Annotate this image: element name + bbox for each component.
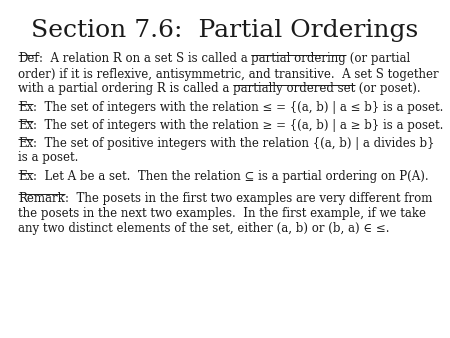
Text: order) if it is reflexive, antisymmetric, and transitive.  A set S together: order) if it is reflexive, antisymmetric… (18, 68, 439, 80)
Text: Ex: Ex (18, 170, 33, 183)
Text: any two distinct elements of the set, either (a, b) or (b, a) ∈ ≤.: any two distinct elements of the set, ei… (18, 222, 390, 235)
Text: with a partial ordering R is called a: with a partial ordering R is called a (18, 82, 233, 95)
Text: :  A relation R on a set S is called a: : A relation R on a set S is called a (39, 52, 251, 65)
Text: Ex: Ex (18, 119, 33, 132)
Text: :  The set of integers with the relation ≤ = {(a, b) | a ≤ b} is a poset.: : The set of integers with the relation … (33, 101, 444, 114)
Text: partially ordered set: partially ordered set (233, 82, 356, 95)
Text: :  The set of integers with the relation ≥ = {(a, b) | a ≥ b} is a poset.: : The set of integers with the relation … (33, 119, 444, 132)
Text: :  The set of positive integers with the relation {(a, b) | a divides b}: : The set of positive integers with the … (33, 137, 435, 149)
Text: Remark: Remark (18, 192, 65, 205)
Text: :  Let A be a set.  Then the relation ⊆ is a partial ordering on P(A).: : Let A be a set. Then the relation ⊆ is… (33, 170, 429, 183)
Text: (or poset).: (or poset). (356, 82, 421, 95)
Text: Section 7.6:  Partial Orderings: Section 7.6: Partial Orderings (32, 19, 419, 42)
Text: Ex: Ex (18, 137, 33, 149)
Text: (or partial: (or partial (346, 52, 410, 65)
Text: the posets in the next two examples.  In the first example, if we take: the posets in the next two examples. In … (18, 207, 426, 220)
Text: Def: Def (18, 52, 39, 65)
Text: Ex: Ex (18, 101, 33, 114)
Text: :  The posets in the first two examples are very different from: : The posets in the first two examples a… (65, 192, 432, 205)
Text: partial ordering: partial ordering (251, 52, 346, 65)
Text: is a poset.: is a poset. (18, 151, 78, 164)
